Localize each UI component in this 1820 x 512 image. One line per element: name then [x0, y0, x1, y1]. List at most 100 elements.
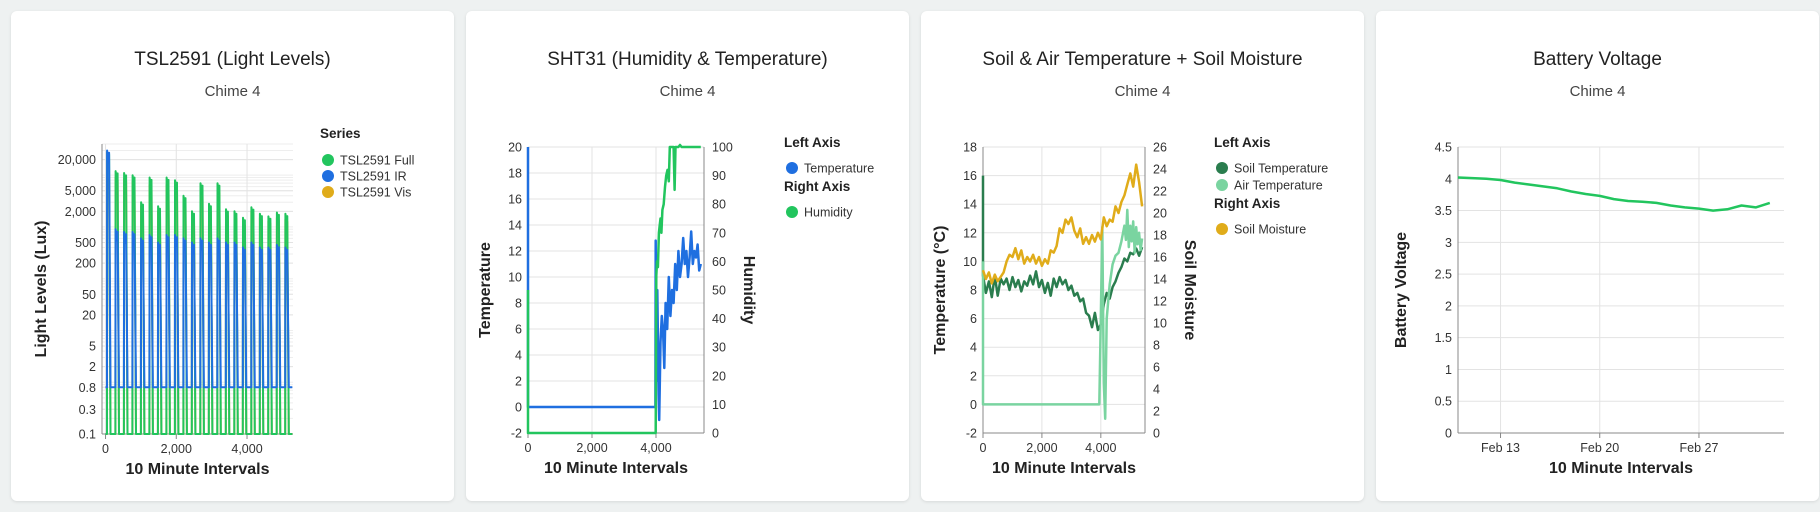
x-axis-label: 10 Minute Intervals	[544, 460, 688, 477]
y2-tick-label: 26	[1153, 141, 1167, 155]
y-tick-label: 0	[970, 398, 977, 412]
y-tick-label: 12	[963, 226, 977, 240]
y-tick-label: 18	[963, 141, 977, 155]
y-tick-label: 16	[508, 193, 522, 207]
legend-swatch	[322, 186, 334, 198]
x-axis-label: 10 Minute Intervals	[992, 460, 1136, 477]
legend-swatch	[786, 206, 798, 218]
y2-tick-label: 24	[1153, 163, 1167, 177]
y-tick-label: -2	[511, 427, 522, 441]
y2-tick-label: 2	[1153, 405, 1160, 419]
card-title: Battery Voltage	[1533, 49, 1662, 70]
legend-label: TSL2591 Vis	[340, 186, 411, 200]
soil-card: Soil & Air Temperature + Soil Moisture C…	[921, 11, 1364, 501]
y-tick-label: 200	[75, 257, 96, 271]
card-subtitle: Chime 4	[659, 83, 716, 100]
card-subtitle: Chime 4	[1114, 83, 1171, 100]
y-tick-label: 12	[508, 245, 522, 259]
y2-tick-label: 60	[712, 255, 726, 269]
card-title: TSL2591 (Light Levels)	[134, 49, 331, 70]
y2-tick-label: 6	[1153, 361, 1160, 375]
y-tick-label: 20,000	[58, 153, 96, 167]
y2-tick-label: 30	[712, 341, 726, 355]
x-tick-label: 2,000	[161, 442, 192, 456]
y2-tick-label: 70	[712, 226, 726, 240]
card-title: SHT31 (Humidity & Temperature)	[547, 49, 828, 70]
y-tick-label: 10	[508, 271, 522, 285]
legend-title: Series	[320, 126, 361, 141]
y2-tick-label: 8	[1153, 339, 1160, 353]
y-axis-label: Battery Voltage	[1393, 232, 1410, 348]
x-tick-label: Feb 13	[1481, 441, 1520, 455]
y-tick-label: -2	[966, 427, 977, 441]
y-tick-label: 16	[963, 169, 977, 183]
y2-tick-label: 18	[1153, 229, 1167, 243]
light-card: TSL2591 (Light Levels) Chime 4 0.1 0.3 0.8…	[11, 11, 454, 501]
y2-tick-label: 12	[1153, 295, 1167, 309]
y2-tick-label: 4	[1153, 383, 1160, 397]
legend-title: Left Axis	[784, 135, 841, 150]
series-line-humidity	[526, 143, 701, 435]
legend-label: Temperature	[804, 162, 874, 176]
y2-tick-label: 10	[712, 398, 726, 412]
x-axis-label: 10 Minute Intervals	[125, 461, 269, 478]
y-tick-label: 18	[508, 167, 522, 181]
y-tick-label: 2.5	[1435, 268, 1452, 282]
y-tick-label: 0.1	[79, 428, 96, 442]
series-line-battery-voltage	[1457, 176, 1771, 212]
y2-tick-label: 22	[1153, 185, 1167, 199]
legend-label: TSL2591 Full	[340, 154, 414, 168]
y2-tick-label: 16	[1153, 251, 1167, 265]
y-tick-label: 2	[970, 369, 977, 383]
y-tick-label: 4	[515, 349, 522, 363]
y-tick-label: 4.5	[1435, 141, 1452, 155]
legend-swatch	[1216, 179, 1228, 191]
y2-tick-label: 0	[1153, 427, 1160, 441]
legend-swatch	[322, 154, 334, 166]
legend-label: Soil Temperature	[1234, 162, 1328, 176]
light-chart[interactable]: 0.1 0.3 0.8 2 5 20 50 200 500 2,000 5,000 20,000 0 2,…	[11, 11, 454, 501]
series-line-air-temperature	[981, 208, 1144, 420]
legend-title: Right Axis	[1214, 196, 1280, 211]
y-tick-label: 500	[75, 236, 96, 250]
y-tick-label: 2	[1445, 299, 1452, 313]
y-tick-label: 14	[508, 219, 522, 233]
x-tick-label: 4,000	[640, 441, 671, 455]
y-tick-label: 8	[515, 297, 522, 311]
x-tick-label: Feb 20	[1580, 441, 1619, 455]
sht31-card: SHT31 (Humidity & Temperature) Chime 4 -…	[466, 11, 909, 501]
y-tick-label: 0.3	[79, 403, 96, 417]
battery-chart[interactable]: 0 0.5 1 1.5 2 2.5 3 3.5 4 4.5 Feb 13 Feb 20 Feb 27 10…	[1376, 11, 1819, 501]
card-subtitle: Chime 4	[204, 83, 261, 100]
legend-label: TSL2591 IR	[340, 170, 407, 184]
y-axis-label: Light Levels (Lux)	[33, 221, 50, 358]
series-line-soil-temperature	[981, 175, 1144, 332]
x-tick-label: 4,000	[231, 442, 262, 456]
y-tick-label: 5	[89, 340, 96, 354]
battery-card: Battery Voltage Chime 4 0 0.5 1 1.5 2 2.5 3 3.5…	[1376, 11, 1819, 501]
y2-tick-label: 0	[712, 427, 719, 441]
y-tick-label: 1.5	[1435, 331, 1452, 345]
legend-swatch	[1216, 223, 1228, 235]
y2-tick-label: 14	[1153, 273, 1167, 287]
y2-tick-label: 90	[712, 169, 726, 183]
y-tick-label: 0	[1445, 427, 1452, 441]
x-tick-label: 0	[980, 441, 987, 455]
y-tick-label: 4	[970, 341, 977, 355]
legend-swatch	[786, 162, 798, 174]
legend-swatch	[1216, 162, 1228, 174]
y-tick-label: 6	[515, 323, 522, 337]
y2-axis-label: Humidity	[740, 256, 757, 325]
y-tick-label: 14	[963, 198, 977, 212]
series-line-tsl2591-ir	[105, 149, 293, 389]
x-axis-label: 10 Minute Intervals	[1549, 460, 1693, 477]
y-tick-label: 3	[1445, 236, 1452, 250]
y2-tick-label: 80	[712, 198, 726, 212]
y-tick-label: 0.8	[79, 381, 96, 395]
y-axis-label: Temperature (°C)	[932, 226, 949, 355]
legend-label: Air Temperature	[1234, 179, 1323, 193]
legend-label: Soil Moisture	[1234, 223, 1306, 237]
y-tick-label: 5,000	[65, 184, 96, 198]
